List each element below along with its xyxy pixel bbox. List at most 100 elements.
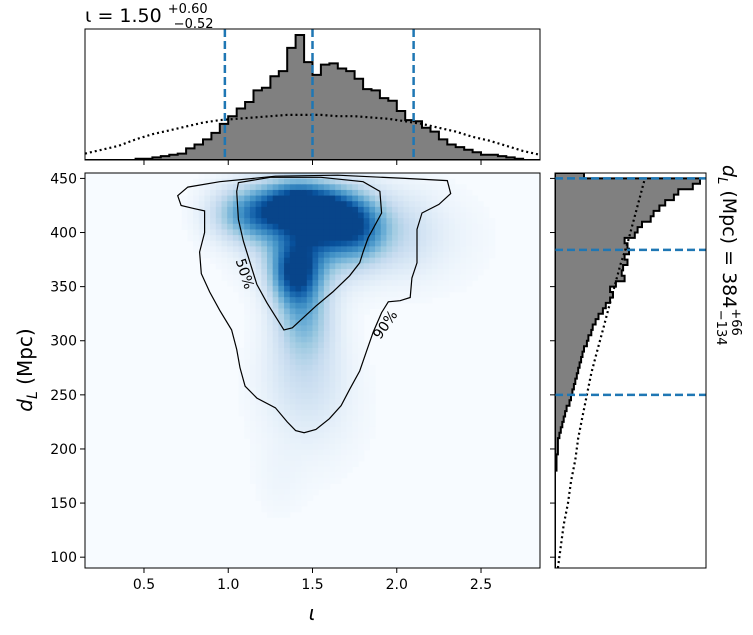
heat-cell bbox=[312, 438, 319, 445]
heat-cell bbox=[261, 505, 268, 513]
heat-cell bbox=[346, 398, 353, 405]
heat-cell bbox=[358, 218, 365, 225]
heat-cell bbox=[289, 370, 297, 377]
heat-cell bbox=[221, 263, 228, 270]
heat-cell bbox=[272, 274, 279, 281]
heat-cell bbox=[267, 218, 274, 225]
heat-cell bbox=[249, 297, 257, 304]
heat-cell bbox=[403, 274, 410, 281]
heat-cell bbox=[295, 353, 302, 360]
heat-cell bbox=[244, 291, 251, 298]
heat-cell bbox=[431, 274, 439, 281]
heat-cell bbox=[340, 342, 348, 349]
heat-cell bbox=[392, 184, 399, 191]
heat-cell bbox=[352, 212, 359, 219]
heat-cell bbox=[426, 297, 433, 304]
heat-cell bbox=[318, 178, 325, 185]
right-panel-frame bbox=[554, 172, 707, 569]
heat-cell bbox=[454, 206, 461, 214]
heat-cell bbox=[272, 291, 279, 298]
heat-cell bbox=[318, 280, 325, 287]
heat-cell bbox=[409, 223, 416, 231]
heat-cell bbox=[329, 308, 336, 315]
heat-cell bbox=[289, 460, 297, 468]
heat-cell bbox=[346, 393, 353, 400]
heat-cell bbox=[358, 421, 365, 428]
heat-cell bbox=[340, 460, 348, 468]
heat-cell bbox=[267, 359, 274, 366]
heat-cell bbox=[232, 229, 240, 236]
heat-cell bbox=[312, 489, 319, 496]
heat-cell bbox=[255, 246, 262, 253]
heat-cell bbox=[420, 240, 427, 247]
heat-cell bbox=[323, 178, 331, 185]
heat-cell bbox=[289, 347, 297, 355]
heat-cell bbox=[272, 426, 279, 434]
heat-cell bbox=[346, 404, 353, 411]
heat-cell bbox=[386, 189, 393, 197]
heat-cell bbox=[267, 421, 274, 428]
heat-cell bbox=[295, 398, 302, 405]
heat-cell bbox=[284, 285, 291, 293]
heat-cell bbox=[352, 201, 359, 208]
heat-cell bbox=[488, 246, 496, 253]
heat-cell bbox=[329, 173, 336, 180]
heat-cell bbox=[261, 387, 268, 394]
heat-cell bbox=[335, 308, 342, 315]
heat-cell bbox=[261, 483, 268, 490]
heat-cell bbox=[363, 387, 370, 394]
heat-cell bbox=[358, 438, 365, 445]
heat-cell bbox=[386, 184, 393, 191]
heat-cell bbox=[295, 274, 302, 281]
heat-cell bbox=[249, 438, 257, 445]
heat-cell bbox=[215, 195, 223, 202]
heat-cell bbox=[426, 257, 433, 264]
heat-cell bbox=[238, 246, 245, 253]
heat-cell bbox=[318, 223, 325, 231]
heat-cell bbox=[284, 415, 291, 422]
heat-cell bbox=[466, 246, 473, 253]
heat-cell bbox=[346, 438, 353, 445]
heat-cell bbox=[488, 223, 496, 231]
heat-cell bbox=[295, 494, 302, 501]
heat-cell bbox=[204, 201, 211, 208]
heat-cell bbox=[449, 257, 456, 264]
heat-cell bbox=[340, 201, 348, 208]
heat-cell bbox=[227, 246, 234, 253]
heat-cell bbox=[312, 477, 319, 484]
heat-cell bbox=[249, 246, 257, 253]
heat-cell bbox=[306, 195, 314, 202]
heat-cell bbox=[272, 477, 279, 484]
heat-cell bbox=[244, 342, 251, 349]
heat-cell bbox=[477, 268, 484, 276]
heat-cell bbox=[267, 511, 274, 518]
heat-cell bbox=[460, 257, 467, 264]
heat-cell bbox=[340, 263, 348, 270]
heat-cell bbox=[221, 252, 228, 259]
heat-cell bbox=[244, 325, 251, 332]
heat-cell bbox=[255, 331, 262, 338]
heat-cell bbox=[335, 268, 342, 276]
y-tick-label: 100 bbox=[50, 550, 77, 566]
heat-cell bbox=[431, 223, 439, 231]
heat-cell bbox=[261, 297, 268, 304]
heat-cell bbox=[363, 381, 370, 389]
heat-cell bbox=[193, 184, 200, 191]
heat-cell bbox=[249, 229, 257, 236]
heat-cell bbox=[323, 280, 331, 287]
heat-cell bbox=[329, 370, 336, 377]
heat-cell bbox=[403, 184, 410, 191]
heat-cell bbox=[284, 212, 291, 219]
heat-cell bbox=[244, 184, 251, 191]
heat-cell bbox=[358, 308, 365, 315]
heat-cell bbox=[244, 364, 251, 372]
heat-cell bbox=[272, 308, 279, 315]
heat-cell bbox=[312, 364, 319, 372]
heat-cell bbox=[437, 263, 444, 270]
heat-cell bbox=[471, 246, 479, 253]
heat-cell bbox=[340, 347, 348, 355]
heat-cell bbox=[443, 201, 450, 208]
heat-cell bbox=[335, 426, 342, 434]
heat-cell bbox=[272, 342, 279, 349]
heat-cell bbox=[318, 240, 325, 247]
